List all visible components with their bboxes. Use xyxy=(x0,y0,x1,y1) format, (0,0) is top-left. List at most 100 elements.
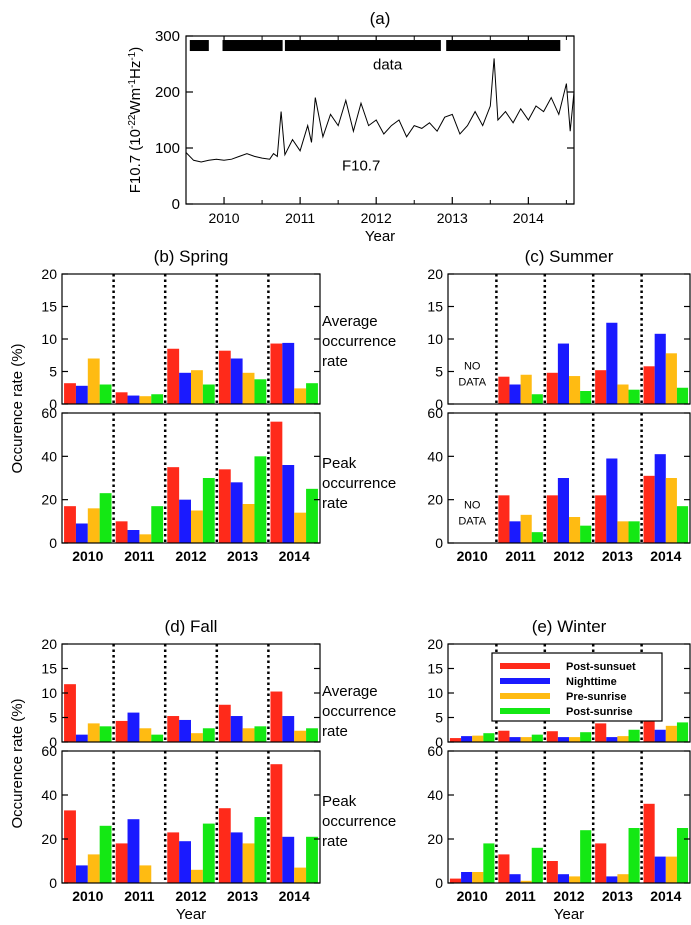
bar-pre-sunrise xyxy=(87,723,100,742)
bar-pre-sunrise xyxy=(294,867,307,883)
x-tick-label: 2010 xyxy=(208,210,239,226)
y-tick-label: 60 xyxy=(41,405,57,421)
panel-xlabel: Year xyxy=(176,906,206,923)
bar-pre-sunrise xyxy=(520,737,532,742)
bar-post-sunrise xyxy=(306,488,318,543)
bar-post-sunrise xyxy=(151,734,164,742)
bar-post-sunsuet xyxy=(115,843,128,883)
ylabel-part: F10.7 (10 xyxy=(127,129,144,193)
bar-nighttime xyxy=(654,729,666,742)
bar-post-sunrise xyxy=(628,521,640,543)
bar-post-sunrise xyxy=(151,394,164,404)
rate-label-line: rate xyxy=(322,723,348,740)
bar-pre-sunrise xyxy=(520,514,532,543)
data-coverage-bar xyxy=(284,40,441,52)
bar-post-sunrise xyxy=(254,456,267,543)
bar-post-sunrise xyxy=(483,733,495,742)
bar-nighttime xyxy=(509,384,521,404)
bar-post-sunrise xyxy=(628,828,640,883)
x-tick-label: 2012 xyxy=(553,548,584,564)
bar-post-sunsuet xyxy=(643,803,655,883)
bar-post-sunsuet xyxy=(218,704,231,742)
no-data-label: DATA xyxy=(458,515,486,527)
bar-post-sunrise xyxy=(254,379,267,404)
legend-label: Nighttime xyxy=(566,676,617,688)
y-tick-label: 10 xyxy=(41,685,57,701)
bar-nighttime xyxy=(557,874,569,883)
rate-label-line: occurrence xyxy=(322,475,396,492)
bar-pre-sunrise xyxy=(191,869,203,883)
bar-post-sunrise xyxy=(254,726,267,742)
bar-nighttime xyxy=(654,856,666,883)
y-tick-label: 20 xyxy=(41,492,57,508)
rate-label-line: rate xyxy=(322,353,348,370)
panel-title: (b) Spring xyxy=(154,247,229,266)
bar-pre-sunrise xyxy=(294,730,307,742)
bar-post-sunsuet xyxy=(546,861,558,883)
bar-post-sunsuet xyxy=(595,843,607,883)
bar-post-sunrise xyxy=(628,729,640,742)
bar-post-sunrise xyxy=(531,532,543,543)
bar-post-sunsuet xyxy=(270,691,283,742)
bar-post-sunrise xyxy=(580,830,592,883)
x-tick-label: 2014 xyxy=(513,210,544,226)
bar-nighttime xyxy=(282,465,295,543)
bar-nighttime xyxy=(282,716,295,742)
y-tick-label: 40 xyxy=(427,787,443,803)
x-tick-label: 2013 xyxy=(227,548,258,564)
bar-nighttime xyxy=(654,454,666,543)
x-tick-label: 2014 xyxy=(279,548,310,564)
bar-post-sunsuet xyxy=(167,348,180,404)
bar-post-sunsuet xyxy=(546,495,558,543)
rate-label-line: rate xyxy=(322,495,348,512)
x-tick-label: 2011 xyxy=(124,888,155,904)
bar-post-sunsuet xyxy=(643,713,655,742)
panel-title: (e) Winter xyxy=(532,617,607,636)
bar-pre-sunrise xyxy=(665,478,677,543)
bar-pre-sunrise xyxy=(191,510,203,543)
panel-xlabel: Year xyxy=(554,906,584,923)
bar-post-sunrise xyxy=(531,734,543,742)
y-tick-label: 0 xyxy=(49,734,57,750)
no-data-label: DATA xyxy=(458,376,486,388)
y-tick-label: 40 xyxy=(41,448,57,464)
bar-post-sunsuet xyxy=(167,467,180,543)
bar-nighttime xyxy=(179,372,191,404)
bar-pre-sunrise xyxy=(617,521,629,543)
bar-post-sunsuet xyxy=(64,810,76,883)
bar-pre-sunrise xyxy=(191,733,203,742)
y-tick-label: 100 xyxy=(155,140,180,157)
rate-label-line: Average xyxy=(322,313,378,330)
spring-panel: (b) Spring 0 5 10 15 20 Average occurrence rate 0… xyxy=(9,247,396,564)
bar-pre-sunrise xyxy=(242,372,255,404)
bar-pre-sunrise xyxy=(139,728,152,742)
bar-nighttime xyxy=(230,482,243,543)
bar-nighttime xyxy=(557,343,569,404)
summer-panel: (c) Summer NO DATA 0 5 10 15 20 NO DATA 0 20 40 60 201… xyxy=(427,247,691,564)
y-tick-label: 20 xyxy=(41,266,57,282)
y-tick-label: 10 xyxy=(427,331,443,347)
rate-label-line: Peak xyxy=(322,793,357,810)
bar-pre-sunrise xyxy=(87,854,100,883)
bar-nighttime xyxy=(127,712,140,742)
bar-pre-sunrise xyxy=(139,865,152,883)
x-tick-label: 2012 xyxy=(175,888,206,904)
y-tick-label: 5 xyxy=(49,364,57,380)
data-coverage-label: data xyxy=(373,57,403,74)
bar-nighttime xyxy=(654,333,666,404)
bar-nighttime xyxy=(557,737,569,742)
ylabel-part: -1 xyxy=(127,79,138,88)
panel-a-title: (a) xyxy=(370,9,391,28)
bar-post-sunrise xyxy=(580,525,592,543)
rate-label-line: occurrence xyxy=(322,333,396,350)
bar-nighttime xyxy=(230,832,243,883)
panel-ylabel: Occurence rate (%) xyxy=(9,698,26,828)
bar-pre-sunrise xyxy=(242,504,255,543)
bar-nighttime xyxy=(179,499,191,543)
ylabel-part: Hz xyxy=(127,61,144,79)
bar-nighttime xyxy=(75,734,88,742)
data-coverage-bar xyxy=(222,40,283,52)
data-coverage-bar xyxy=(446,40,561,52)
y-tick-label: 5 xyxy=(49,710,57,726)
